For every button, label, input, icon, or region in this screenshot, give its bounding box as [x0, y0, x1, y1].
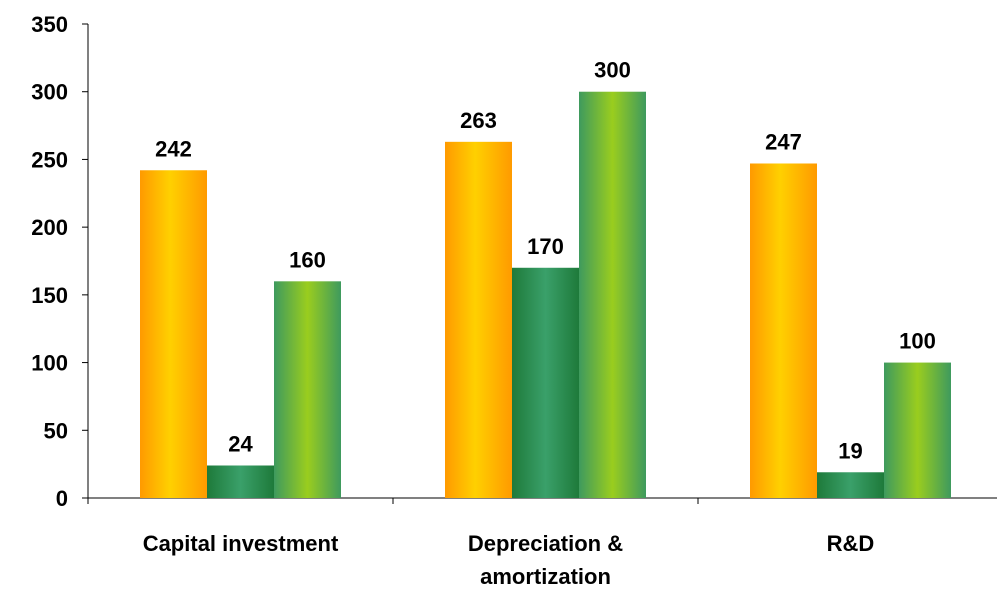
- bar: [817, 472, 884, 498]
- y-tick-label: 0: [56, 486, 68, 511]
- bar: [140, 170, 207, 498]
- y-tick-label: 250: [31, 147, 68, 172]
- bar: [445, 141, 512, 498]
- category-label-line: amortization: [480, 564, 611, 589]
- y-tick-label: 150: [31, 283, 68, 308]
- data-label: 100: [899, 329, 936, 354]
- category-label: Capital investment: [143, 531, 339, 556]
- data-label: 263: [460, 108, 497, 133]
- bar: [274, 281, 341, 498]
- y-tick-label: 300: [31, 80, 68, 105]
- bar: [884, 362, 951, 498]
- y-tick-label: 200: [31, 215, 68, 240]
- category-label: R&D: [827, 531, 875, 556]
- y-tick-label: 100: [31, 351, 68, 376]
- y-tick-label: 350: [31, 12, 68, 37]
- data-label: 242: [155, 136, 192, 161]
- labels: 242 24 160 Capital investment 263 170 300 Depre…: [143, 58, 936, 589]
- y-tick-label: 50: [44, 418, 68, 443]
- bar: [750, 163, 817, 498]
- category-label: Depreciation & amortization: [468, 531, 623, 589]
- bar: [512, 267, 579, 498]
- data-label: 300: [594, 58, 631, 83]
- data-label: 160: [289, 247, 326, 272]
- category-label-line: Depreciation &: [468, 531, 623, 556]
- data-label: 24: [228, 431, 253, 456]
- category-label-line: R&D: [827, 531, 875, 556]
- data-label: 19: [838, 438, 862, 463]
- category-label-line: Capital investment: [143, 531, 339, 556]
- bar: [579, 91, 646, 498]
- data-label: 247: [765, 129, 802, 154]
- bars: [140, 91, 951, 498]
- axes: 0 50 100 150 200 250 300 350: [31, 12, 997, 511]
- data-label: 170: [527, 234, 564, 259]
- bar: [207, 465, 274, 498]
